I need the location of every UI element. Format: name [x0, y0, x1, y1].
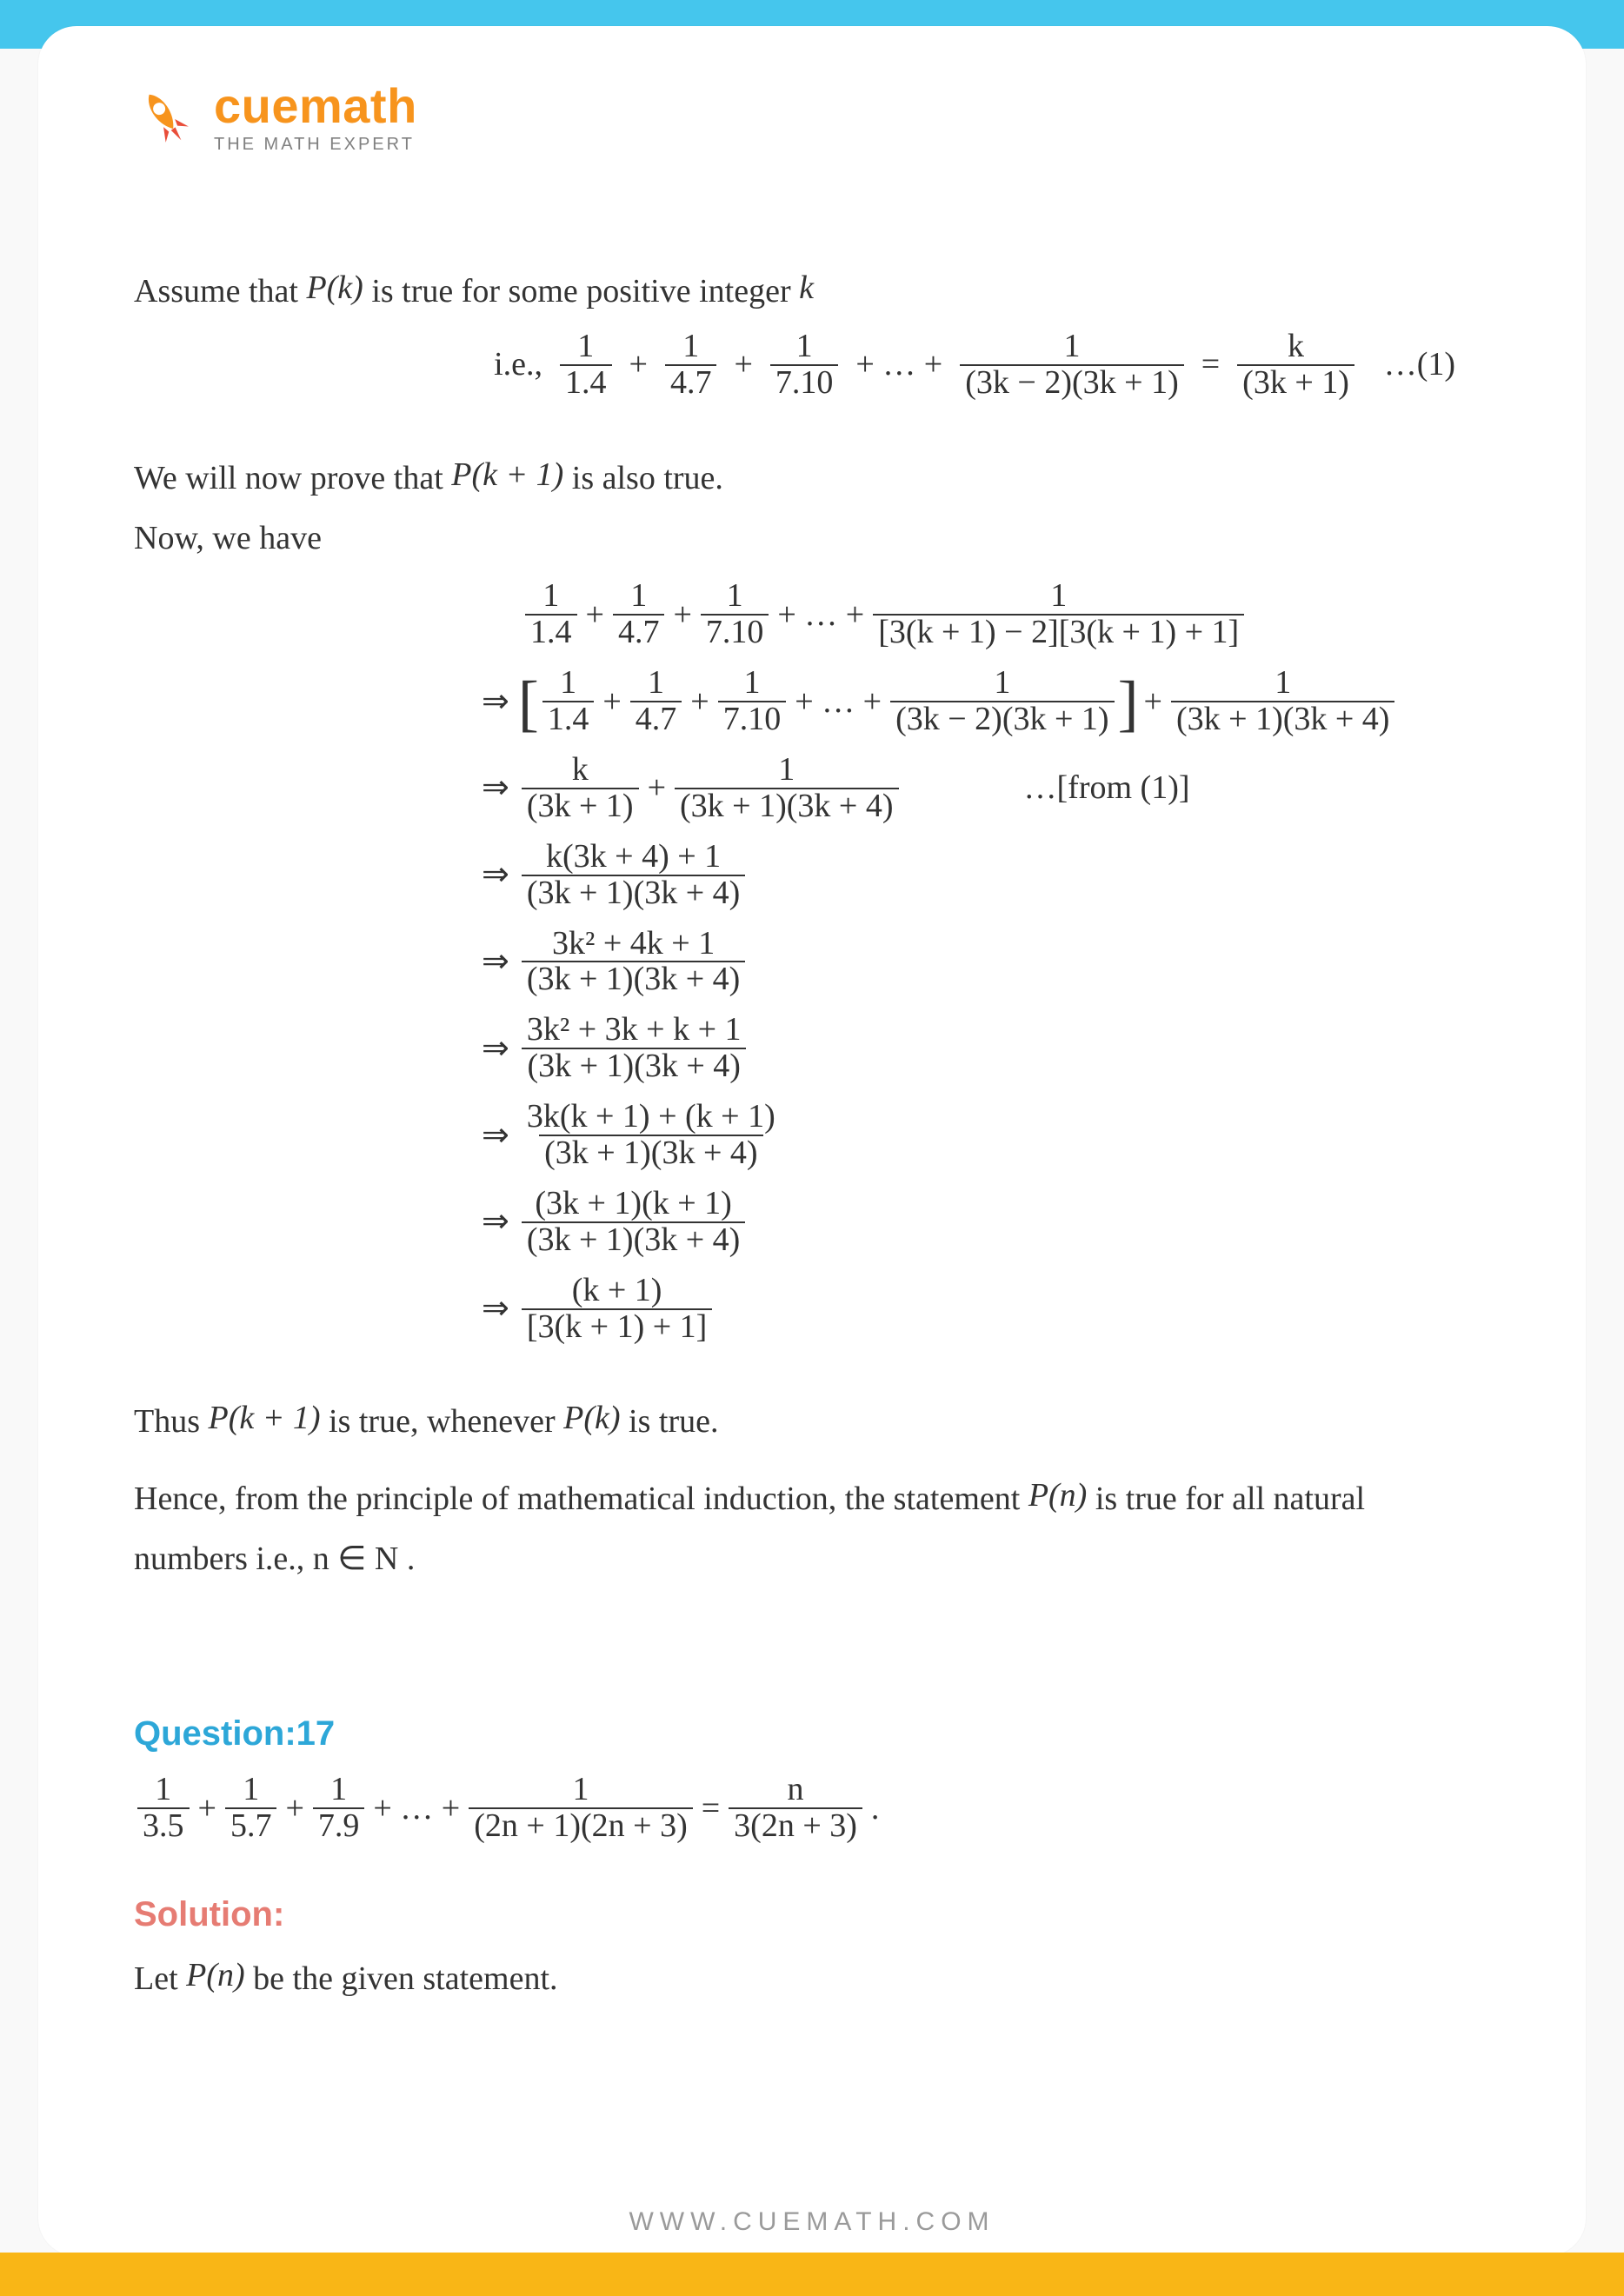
hence-line-2: numbers i.e., n ∈ N .: [134, 1534, 1490, 1585]
implies-icon: ⇒: [482, 849, 518, 901]
num: 1: [1058, 329, 1085, 364]
text: Let: [134, 1960, 186, 1997]
implies-icon: ⇒: [482, 936, 518, 988]
question-heading: Question:17: [134, 1707, 1490, 1760]
text: Hence, from the principle of mathematica…: [134, 1481, 1028, 1517]
expr-pk: P(k): [306, 270, 363, 306]
text: is true, whenever: [329, 1403, 563, 1440]
assume-line: Assume that P(k) is true for some positi…: [134, 266, 1490, 317]
text: is also true.: [572, 460, 723, 496]
eq-content: 11.4 + 14.7 + 17.10 + … + 1 (3k − 2)(3k …: [556, 329, 1358, 401]
num: k: [1282, 329, 1309, 364]
prove-line: We will now prove that P(k + 1) is also …: [134, 453, 1490, 504]
question-equation: 1 3.5 + 1 5.7 + 1 7.9 + … + 1 (2n + 1)(2…: [134, 1773, 1490, 1844]
text: Thus: [134, 1403, 209, 1440]
from-ref: …[from (1)]: [1024, 762, 1190, 814]
footer-band: [0, 2253, 1624, 2296]
implies-icon: ⇒: [482, 676, 518, 728]
solution-heading: Solution:: [134, 1887, 1490, 1941]
body: Assume that P(k) is true for some positi…: [134, 266, 1490, 2005]
deriv-line-2: ⇒ [ 11.4 + 14.7 + 17.10 + … + 1 (3k − 2)…: [482, 666, 1490, 737]
derivation: 11.4 + 14.7 + 17.10 + … + 1 [3(k + 1) − …: [482, 579, 1490, 1344]
deriv-line-9: ⇒ (k + 1) [3(k + 1) + 1]: [482, 1274, 1490, 1345]
eq-ref: …(1): [1384, 339, 1490, 390]
brand-text: cuemath THE MATH EXPERT: [214, 82, 417, 153]
text: is true.: [629, 1403, 718, 1440]
deriv-line-3: ⇒ k (3k + 1) + 1 (3k + 1)(3k + 4) …[from…: [482, 753, 1490, 824]
now-we-have: Now, we have: [134, 513, 1490, 564]
text: is true for some positive integer: [371, 273, 799, 309]
brand-name: cuemath: [214, 82, 417, 130]
ie-label: i.e.,: [134, 339, 556, 390]
deriv-line-6: ⇒ 3k² + 3k + k + 1 (3k + 1)(3k + 4): [482, 1013, 1490, 1084]
deriv-line-1: 11.4 + 14.7 + 17.10 + … + 1 [3(k + 1) − …: [482, 579, 1490, 650]
content-card: cuemath THE MATH EXPERT Assume that P(k)…: [38, 26, 1586, 2256]
den: (3k + 1): [1237, 364, 1354, 401]
deriv-line-4: ⇒ k(3k + 4) + 1 (3k + 1)(3k + 4): [482, 840, 1490, 911]
rocket-icon: [134, 86, 196, 149]
den: (3k − 2)(3k + 1): [960, 364, 1183, 401]
text: Assume that: [134, 273, 306, 309]
implies-icon: ⇒: [482, 1283, 518, 1334]
page: cuemath THE MATH EXPERT Assume that P(k)…: [0, 0, 1624, 2296]
brand-tagline: THE MATH EXPERT: [214, 136, 417, 153]
expr-k: k: [799, 270, 814, 306]
hence-line-1: Hence, from the principle of mathematica…: [134, 1474, 1490, 1525]
text: We will now prove that: [134, 460, 451, 496]
thus-line: Thus P(k + 1) is true, whenever P(k) is …: [134, 1396, 1490, 1447]
deriv-line-7: ⇒ 3k(k + 1) + (k + 1) (3k + 1)(3k + 4): [482, 1100, 1490, 1171]
brand: cuemath THE MATH EXPERT: [134, 82, 1490, 153]
equation-1: i.e., 11.4 + 14.7 + 17.10 + … + 1 (3k − …: [134, 329, 1490, 401]
let-line: Let P(n) be the given statement.: [134, 1953, 1490, 2005]
dots: + … +: [850, 339, 948, 390]
text: is true for all natural: [1095, 1481, 1365, 1517]
expr-pk1: P(k + 1): [451, 456, 563, 493]
expr-pk: P(k): [563, 1400, 620, 1436]
expr-pk1: P(k + 1): [209, 1400, 321, 1436]
expr-pn: P(n): [186, 1957, 245, 1993]
deriv-line-8: ⇒ (3k + 1)(k + 1) (3k + 1)(3k + 4): [482, 1187, 1490, 1258]
deriv-line-5: ⇒ 3k² + 4k + 1 (3k + 1)(3k + 4): [482, 927, 1490, 998]
implies-icon: ⇒: [482, 1110, 518, 1161]
implies-icon: ⇒: [482, 1023, 518, 1075]
footer-url: WWW.CUEMATH.COM: [0, 2207, 1624, 2237]
expr-pn: P(n): [1028, 1477, 1088, 1514]
implies-icon: ⇒: [482, 1196, 518, 1248]
implies-icon: ⇒: [482, 762, 518, 814]
text: be the given statement.: [253, 1960, 557, 1997]
